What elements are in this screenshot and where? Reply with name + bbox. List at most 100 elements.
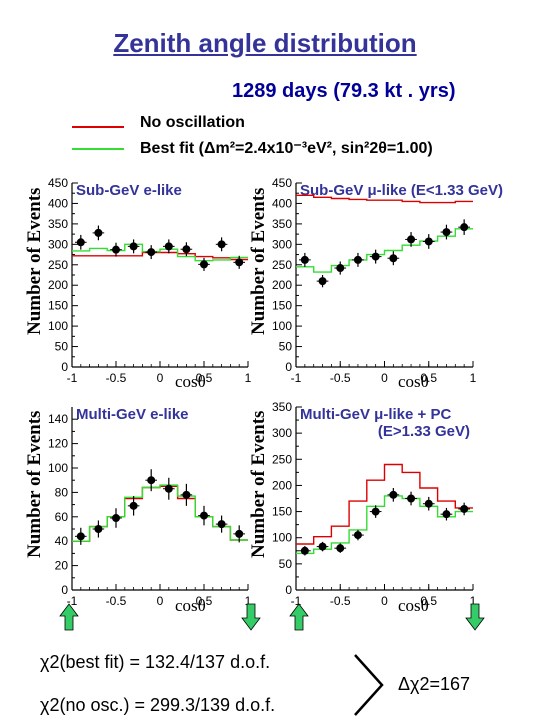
data-point <box>353 255 362 264</box>
data-point <box>112 245 120 254</box>
y-tick-label: 200 <box>48 278 68 292</box>
x-tick-label: 0.5 <box>196 371 213 385</box>
legend-best-fit-line <box>72 148 124 150</box>
chart-title: Multi-GeV μ-like + PC <box>300 406 451 423</box>
data-point <box>147 476 156 485</box>
y-tick-label: 100 <box>48 319 68 333</box>
y-tick-label: 250 <box>272 452 292 466</box>
y-tick-label: 0 <box>285 360 292 374</box>
no-osc-histogram <box>296 463 473 545</box>
data-point <box>147 248 156 257</box>
x-tick-label: 0 <box>381 594 388 608</box>
y-tick-label: 50 <box>55 340 69 354</box>
x-tick-label: -0.5 <box>106 594 127 608</box>
x-tick-label: 1 <box>470 594 477 608</box>
legend-best-fit-label: Best fit (Δm²=2.4x10⁻³eV², sin²2θ=1.00) <box>140 140 433 157</box>
data-point <box>235 529 244 538</box>
y-tick-label: 450 <box>272 176 292 190</box>
data-point <box>407 235 416 244</box>
chart-title-extra: (E>1.33 GeV) <box>378 423 470 440</box>
y-tick-label: 200 <box>272 478 292 492</box>
data-point <box>371 252 380 261</box>
chart-panel-0: Sub-GeV e-like 0 50 100 150 200 250 300 350 400 45… <box>48 176 252 385</box>
data-point <box>217 520 226 529</box>
data-point <box>442 228 451 237</box>
y-tick-label: 50 <box>279 557 293 571</box>
y-tick-label: 20 <box>55 559 69 573</box>
chart-panel-1: Sub-GeV μ-like (E<1.33 GeV) 0 50 100 150 200 2… <box>272 176 503 385</box>
x-tick-label: -1 <box>67 594 78 608</box>
y-tick-label: 200 <box>272 278 292 292</box>
x-tick-label: -1 <box>67 371 78 385</box>
best-fit-histogram <box>72 243 248 262</box>
x-tick-label: 0.5 <box>420 371 437 385</box>
x-tick-label: -0.5 <box>330 371 351 385</box>
x-tick-label: 0 <box>381 371 388 385</box>
xlabel-sub-e: cosθ <box>175 372 206 391</box>
data-point <box>164 242 173 251</box>
y-tick-label: 250 <box>48 258 68 272</box>
data-point <box>129 242 138 251</box>
y-tick-label: 80 <box>55 485 69 499</box>
data-point <box>76 532 85 541</box>
no-osc-histogram <box>296 194 473 204</box>
data-point <box>112 514 120 523</box>
x-tick-label: 0.5 <box>420 594 437 608</box>
y-tick-label: 300 <box>272 426 292 440</box>
data-point <box>76 238 85 247</box>
data-point <box>235 258 244 267</box>
x-tick-label: 1 <box>245 594 252 608</box>
y-tick-label: 400 <box>272 196 292 210</box>
chi2-no-osc: χ2(no osc.) = 299.3/139 d.o.f. <box>40 695 276 715</box>
best-fit-histogram <box>296 495 473 555</box>
data-point <box>460 504 469 513</box>
x-tick-label: 0 <box>157 371 164 385</box>
data-point <box>182 245 191 254</box>
data-point <box>182 490 191 499</box>
x-tick-label: 0.5 <box>196 594 213 608</box>
data-point <box>460 223 469 232</box>
chart-title: Multi-GeV e-like <box>76 406 189 423</box>
x-tick-label: 1 <box>245 371 252 385</box>
chart-title: Sub-GeV μ-like (E<1.33 GeV) <box>300 182 503 199</box>
best-fit-histogram <box>296 228 473 273</box>
y-tick-label: 120 <box>48 437 68 451</box>
chart-panel-3: Multi-GeV μ-like + PC(E>1.33 GeV) 0 50 100 1… <box>272 400 477 608</box>
data-point <box>424 237 433 246</box>
y-tick-label: 0 <box>285 583 292 597</box>
data-point <box>336 544 345 553</box>
y-tick-label: 400 <box>48 196 68 210</box>
legend-no-osc-line <box>72 126 124 128</box>
data-point <box>200 511 208 520</box>
no-osc-histogram <box>72 251 248 261</box>
y-tick-label: 50 <box>279 340 293 354</box>
data-point <box>300 546 309 555</box>
data-point <box>389 490 398 499</box>
x-tick-label: -0.5 <box>330 594 351 608</box>
x-tick-label: -0.5 <box>106 371 127 385</box>
data-point <box>353 531 362 540</box>
x-tick-label: -1 <box>291 371 302 385</box>
y-tick-label: 100 <box>272 531 292 545</box>
y-tick-label: 100 <box>272 319 292 333</box>
x-tick-label: 1 <box>470 371 477 385</box>
y-tick-label: 300 <box>272 237 292 251</box>
data-point <box>442 510 451 519</box>
y-tick-label: 0 <box>61 360 68 374</box>
y-tick-label: 300 <box>48 237 68 251</box>
chart-panel-2: Multi-GeV e-like 0 20 40 60 80 100 120 140 -1 -0.5… <box>48 406 252 608</box>
data-point <box>424 499 433 508</box>
y-tick-label: 40 <box>55 534 69 548</box>
data-point <box>318 277 327 286</box>
exposure-subtitle: 1289 days (79.3 kt . yrs) <box>232 80 456 102</box>
y-tick-label: 150 <box>272 505 292 519</box>
xlabel-multi-mu: cosθ <box>398 596 429 615</box>
y-tick-label: 100 <box>48 461 68 475</box>
x-tick-label: -1 <box>291 594 302 608</box>
page-title: Zenith angle distribution <box>113 28 417 58</box>
data-point <box>217 240 226 249</box>
chi2-best-fit: χ2(best fit) = 132.4/137 d.o.f. <box>40 652 271 672</box>
data-point <box>200 260 208 269</box>
y-tick-label: 150 <box>48 299 68 313</box>
data-point <box>318 542 327 551</box>
